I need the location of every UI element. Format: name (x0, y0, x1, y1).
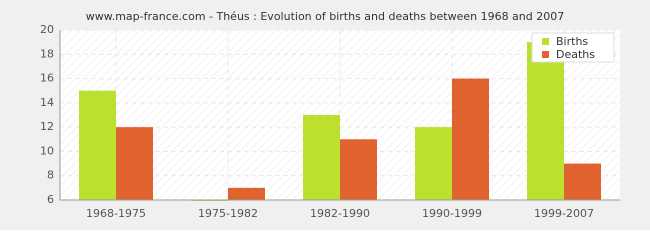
bar (415, 127, 452, 200)
bar (228, 187, 265, 200)
y-tick-label: 14 (40, 96, 54, 109)
y-tick-label: 16 (40, 72, 54, 85)
y-tick-label: 10 (40, 144, 54, 157)
y-tick-label: 8 (47, 169, 54, 182)
legend-swatch (542, 38, 549, 45)
chart-title: www.map-france.com - Théus : Evolution o… (86, 10, 565, 23)
x-tick-label: 1990-1999 (422, 207, 482, 220)
bar (564, 163, 601, 200)
y-tick-label: 18 (40, 47, 54, 60)
y-tick-label: 20 (40, 23, 54, 36)
bar (79, 90, 116, 200)
bar (452, 78, 489, 200)
x-tick-label: 1999-2007 (534, 207, 594, 220)
bar (116, 127, 153, 200)
legend-label: Births (556, 35, 588, 48)
bar (303, 115, 340, 200)
bar (340, 139, 377, 200)
chart: www.map-france.com - Théus : Evolution o… (0, 0, 650, 230)
y-tick-label: 6 (47, 193, 54, 206)
y-tick-label: 12 (40, 120, 54, 133)
legend-swatch (542, 51, 549, 58)
bar (527, 42, 564, 201)
x-tick-label: 1968-1975 (86, 207, 146, 220)
x-tick-label: 1975-1982 (198, 207, 258, 220)
x-tick-label: 1982-1990 (310, 207, 370, 220)
legend-label: Deaths (556, 48, 595, 61)
